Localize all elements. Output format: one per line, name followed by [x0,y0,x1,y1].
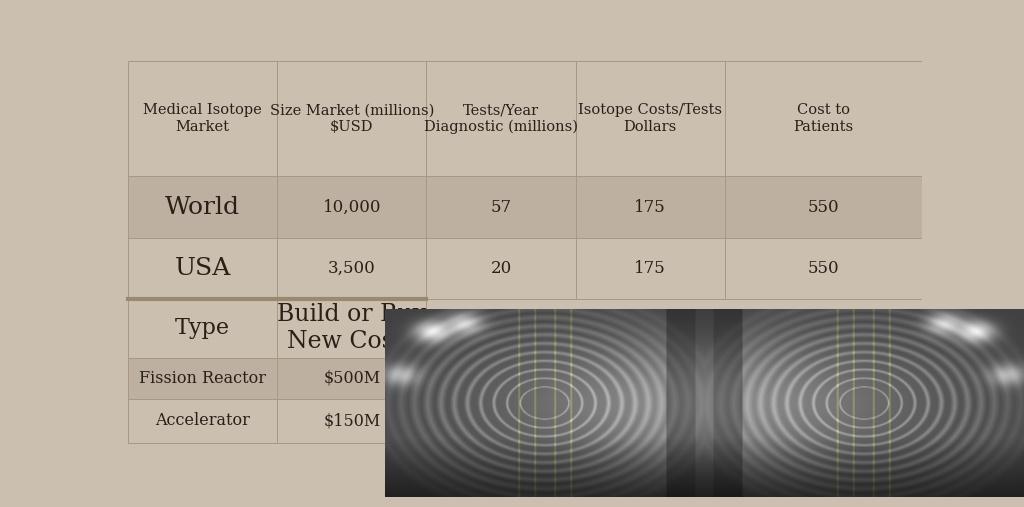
Bar [278,357,426,399]
Bar [128,176,278,238]
Bar [725,61,922,176]
Text: 20: 20 [490,260,512,277]
Bar [725,238,922,299]
Text: 10,000: 10,000 [323,199,381,216]
Text: Type: Type [175,317,230,339]
Bar [128,299,278,357]
Text: 175: 175 [634,260,666,277]
Text: $150M: $150M [324,413,381,429]
Text: Build or Buy
New Costs: Build or Buy New Costs [278,304,426,353]
Text: USA: USA [174,257,230,280]
Text: Size Market (millions)
$USD: Size Market (millions) $USD [269,103,434,133]
Bar [278,61,426,176]
Text: 550: 550 [807,260,839,277]
Text: World: World [165,196,240,219]
Bar [426,176,575,238]
Text: 57: 57 [490,199,512,216]
Bar [128,399,278,444]
Bar [128,357,278,399]
Bar [278,299,426,357]
Text: Cost to
Patients: Cost to Patients [794,103,853,133]
Bar [426,61,575,176]
Bar [278,176,426,238]
Bar [278,399,426,444]
Text: Fission Reactor: Fission Reactor [139,370,266,386]
Bar [128,238,278,299]
Bar [725,176,922,238]
Text: 175: 175 [634,199,666,216]
Text: Tests/Year
Diagnostic (millions): Tests/Year Diagnostic (millions) [424,103,578,134]
Bar [575,176,725,238]
Text: $500M: $500M [324,370,380,386]
Bar [278,238,426,299]
Text: 550: 550 [807,199,839,216]
Text: Isotope Costs/Tests
Dollars: Isotope Costs/Tests Dollars [579,103,722,133]
Bar [575,61,725,176]
Text: 3,500: 3,500 [328,260,376,277]
Text: Medical Isotope
Market: Medical Isotope Market [143,103,262,133]
Text: Accelerator: Accelerator [156,413,250,429]
Bar [426,238,575,299]
Bar [128,61,278,176]
Bar [575,238,725,299]
